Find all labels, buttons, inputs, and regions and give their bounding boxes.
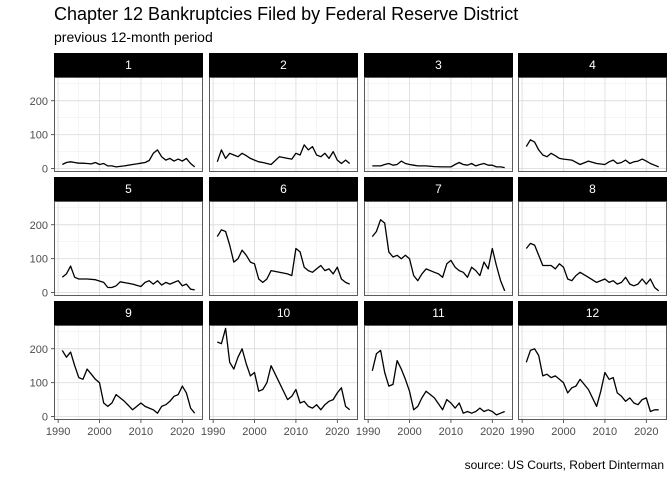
facet-strip-2 [209, 53, 358, 77]
y-tick-label: 100 [30, 130, 48, 142]
series-line-10 [217, 327, 351, 411]
panel-background-10 [209, 325, 358, 420]
series-line-11 [371, 349, 505, 416]
facet-strip-1 [54, 53, 203, 77]
chart-title: Chapter 12 Bankruptcies Filed by Federal… [54, 4, 519, 24]
facet-label-10: 10 [277, 306, 291, 320]
y-tick-label: 200 [30, 220, 48, 232]
x-tick-label: 2000 [87, 426, 111, 438]
facet-strip-3 [364, 53, 513, 77]
panel-border-6 [209, 201, 358, 296]
panel-border-5 [54, 201, 203, 296]
facet-label-4: 4 [589, 58, 596, 72]
x-tick-label: 2000 [397, 426, 421, 438]
x-tick-label: 2010 [129, 426, 153, 438]
x-tick-label: 2010 [593, 426, 617, 438]
x-tick-label: 1990 [46, 426, 70, 438]
panel-border-9 [54, 325, 203, 420]
x-tick-label: 2010 [439, 426, 463, 438]
series-line-1 [62, 149, 196, 168]
panel-border-4 [518, 77, 667, 172]
chart-caption: source: US Courts, Robert Dinterman [464, 458, 664, 472]
facet-strip-4 [518, 53, 667, 77]
facet-strip-7 [364, 177, 513, 201]
panel-border-2 [209, 77, 358, 172]
facet-label-2: 2 [280, 58, 287, 72]
panel-border-12 [518, 325, 667, 420]
x-tick-label: 2000 [242, 426, 266, 438]
facet-strip-12 [518, 301, 667, 325]
x-tick-label: 2010 [284, 426, 308, 438]
panel-background-4 [518, 77, 667, 172]
series-line-3 [372, 160, 505, 169]
facet-label-9: 9 [125, 306, 132, 320]
x-tick-label: 2000 [551, 426, 575, 438]
facet-label-7: 7 [435, 182, 442, 196]
x-tick-label: 2020 [480, 426, 504, 438]
series-line-5 [61, 265, 195, 291]
series-line-6 [216, 229, 350, 285]
y-tick-label: 100 [30, 378, 48, 390]
facet-strip-11 [364, 301, 513, 325]
series-line-8 [525, 242, 660, 292]
x-tick-label: 2020 [170, 426, 194, 438]
x-tick-label: 1990 [510, 426, 534, 438]
panel-background-1 [54, 77, 203, 172]
panel-background-5 [54, 201, 203, 296]
x-tick-label: 2020 [325, 426, 349, 438]
facet-label-12: 12 [586, 306, 600, 320]
panel-background-7 [364, 201, 513, 296]
facet-label-5: 5 [125, 182, 132, 196]
chart-subtitle: previous 12-month period [54, 29, 213, 45]
facet-label-11: 11 [432, 306, 445, 320]
facet-strip-8 [518, 177, 667, 201]
y-tick-label: 0 [42, 164, 48, 176]
series-line-7 [371, 219, 506, 292]
x-tick-label: 1990 [356, 426, 380, 438]
panel-background-12 [518, 325, 667, 420]
series-line-2 [216, 144, 351, 166]
panel-border-3 [364, 77, 513, 172]
panel-background-6 [209, 201, 358, 296]
facet-label-6: 6 [280, 182, 287, 196]
y-tick-label: 200 [30, 96, 48, 108]
panel-border-10 [209, 325, 358, 420]
facet-strip-10 [209, 301, 358, 325]
y-tick-label: 0 [42, 288, 48, 300]
facet-strip-6 [209, 177, 358, 201]
facet-strip-5 [54, 177, 203, 201]
series-line-9 [61, 350, 196, 414]
x-tick-label: 2020 [634, 426, 658, 438]
panel-border-7 [364, 201, 513, 296]
facet-label-3: 3 [435, 58, 442, 72]
panel-background-11 [364, 325, 513, 420]
series-line-12 [525, 348, 659, 413]
y-tick-label: 200 [30, 344, 48, 356]
y-tick-label: 0 [42, 412, 48, 424]
facet-strip-9 [54, 301, 203, 325]
facet-label-1: 1 [125, 58, 132, 72]
facet-label-8: 8 [589, 182, 596, 196]
series-line-4 [525, 139, 659, 168]
panel-background-3 [364, 77, 513, 172]
panel-border-1 [54, 77, 203, 172]
x-tick-label: 1990 [201, 426, 225, 438]
panel-border-8 [518, 201, 667, 296]
panel-border-11 [364, 325, 513, 420]
y-tick-label: 100 [30, 254, 48, 266]
